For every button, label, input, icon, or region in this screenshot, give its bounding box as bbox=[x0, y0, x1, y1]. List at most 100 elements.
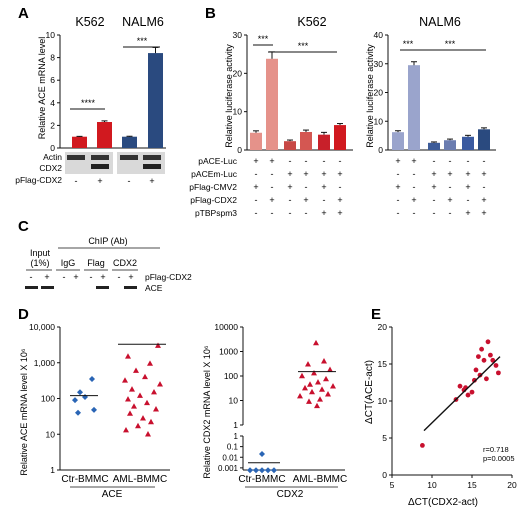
panel-b-row-label-3: pFlag-CMV2 bbox=[189, 182, 237, 192]
panel-d-left-gene: ACE bbox=[102, 489, 123, 500]
panel-a-sign-3: - bbox=[128, 176, 131, 186]
panel-e-point bbox=[465, 392, 471, 398]
panel-b-nalm6-sig-1: *** bbox=[403, 39, 414, 49]
panel-b-nalm6-sign: + bbox=[411, 156, 416, 166]
panel-b: B K562 NALM6 Relative luciferase activit… bbox=[189, 5, 496, 218]
panel-d-letter: D bbox=[18, 306, 29, 323]
panel-d-left-ytick-label: 100 bbox=[41, 394, 55, 404]
panel-e-ytick-label: 10 bbox=[378, 396, 388, 406]
panel-c-sign-7: - bbox=[118, 272, 121, 282]
panel-e-point bbox=[476, 354, 481, 359]
panel-e-point bbox=[485, 339, 491, 345]
panel-c-sign-6: + bbox=[100, 272, 105, 282]
panel-b-nalm6-sign: + bbox=[395, 182, 400, 192]
panel-e-ytick-label: 5 bbox=[382, 433, 387, 443]
panel-b-nalm6-bar-2 bbox=[408, 65, 420, 150]
panel-e-xtick-label: 20 bbox=[507, 480, 517, 490]
panel-e-xlabel: ΔCT(CDX2-act) bbox=[408, 497, 478, 508]
panel-d-left-aml-point bbox=[151, 389, 157, 395]
panel-b-nalm6-sign: + bbox=[431, 182, 436, 192]
panel-b-k562-sign: + bbox=[337, 208, 342, 218]
panel-d-left-ytick-label: 1 bbox=[50, 465, 55, 475]
panel-b-nalm6-bar-5 bbox=[462, 136, 474, 150]
panel-e-points bbox=[420, 339, 501, 448]
panel-e-xtick-label: 5 bbox=[390, 480, 395, 490]
panel-b-nalm6-ytick-label: 0 bbox=[378, 145, 383, 155]
panel-b-nalm6-sign: - bbox=[413, 182, 416, 192]
panel-b-title-nalm6: NALM6 bbox=[419, 15, 461, 29]
panel-e-point bbox=[488, 352, 493, 358]
panel-d-left-aml-point bbox=[145, 431, 151, 437]
panel-b-k562-bar-5 bbox=[318, 134, 330, 150]
panel-d-left-aml-point bbox=[122, 377, 128, 383]
panel-a: A K562 NALM6 Relative ACE mRNA level 0 2 4… bbox=[15, 5, 166, 186]
panel-c-letter: C bbox=[18, 218, 29, 235]
panel-b-k562-sign: - bbox=[289, 156, 292, 166]
panel-b-k562-sign: - bbox=[305, 208, 308, 218]
panel-c-row-label: pFlag-CDX2 bbox=[145, 272, 192, 282]
panel-b-bars bbox=[250, 51, 490, 151]
panel-a-actin-band-2 bbox=[91, 155, 109, 160]
panel-b-nalm6-sign: - bbox=[449, 182, 452, 192]
panel-d-right-aml-point bbox=[311, 370, 317, 376]
panel-d-left-aml-point bbox=[155, 342, 161, 348]
panel-b-nalm6-sign: + bbox=[481, 208, 486, 218]
panel-c-band-flag-plus bbox=[96, 286, 109, 289]
panel-d-right-ytick-label: 10 bbox=[229, 396, 239, 406]
panel-c-sign-4: + bbox=[73, 272, 78, 282]
panel-d-left-ctr-point bbox=[89, 376, 95, 383]
panel-d-right-ctr-point bbox=[247, 467, 253, 474]
panel-d-right-aml-point bbox=[330, 383, 336, 389]
panel-b-nalm6-bar-3 bbox=[428, 142, 440, 150]
panel-d-left-aml-point bbox=[144, 399, 150, 406]
panel-c-band-label: ACE bbox=[145, 283, 163, 293]
panel-a-letter: A bbox=[18, 5, 29, 22]
panel-b-k562-ytick-label: 30 bbox=[233, 30, 243, 40]
panel-b-row-label-5: pTBPspm3 bbox=[195, 208, 237, 218]
panel-b-nalm6-sign: + bbox=[465, 208, 470, 218]
panel-d-left-aml-point bbox=[125, 396, 131, 402]
panel-a-bar-1 bbox=[72, 136, 87, 148]
panel-b-nalm6-sign: + bbox=[465, 182, 470, 192]
panel-b-nalm6-ytick-label: 40 bbox=[374, 30, 384, 40]
panel-d-left-aml-point bbox=[125, 353, 131, 359]
panel-b-nalm6-sign: - bbox=[483, 156, 486, 166]
panel-d-right-aml-point bbox=[314, 402, 320, 409]
panel-e-ytick-label: 20 bbox=[378, 322, 388, 332]
panel-d-right-aml-point bbox=[305, 361, 311, 367]
panel-a-actin-band-1 bbox=[67, 155, 85, 160]
panel-a-blot-actin: Actin bbox=[43, 152, 62, 162]
panel-d-right-aml-point bbox=[315, 379, 321, 385]
panel-d-right-ctr-point bbox=[259, 467, 265, 474]
panel-e-point bbox=[472, 377, 477, 383]
panel-b-k562-sign: + bbox=[269, 195, 274, 205]
panel-a-actin-band-3 bbox=[120, 155, 138, 160]
panel-b-k562-sign: + bbox=[253, 182, 258, 192]
panel-b-nalm6-sign: - bbox=[397, 195, 400, 205]
panel-d-right-ytick-lower-label: 0.1 bbox=[227, 443, 239, 452]
panel-b-nalm6-sign: - bbox=[483, 182, 486, 192]
panel-e-point bbox=[496, 370, 501, 376]
panel-b-nalm6-sign: - bbox=[433, 195, 436, 205]
panel-c: C ChIP (Ab) Input (1%) IgG Flag CDX2 - + -… bbox=[18, 218, 192, 293]
panel-a-cdx2-band-2 bbox=[143, 164, 161, 169]
panel-b-nalm6-sign: + bbox=[447, 169, 452, 179]
panel-d-left-aml-point bbox=[131, 403, 137, 409]
panel-a-blot-cdx2: CDX2 bbox=[39, 163, 62, 173]
panel-d-left-ctr-point bbox=[77, 389, 83, 396]
panel-b-k562-sign: - bbox=[289, 195, 292, 205]
panel-b-nalm6-sign: + bbox=[447, 195, 452, 205]
panel-a-ytick-label: 2 bbox=[50, 120, 55, 130]
panel-b-k562-ytick-label: 0 bbox=[237, 145, 242, 155]
panel-c-sign-1: - bbox=[30, 272, 33, 282]
panel-d-right-ctr-label: Ctr-BMMC bbox=[238, 474, 285, 485]
panel-a-actin-band-4 bbox=[143, 155, 161, 160]
panel-b-k562-sign: - bbox=[271, 208, 274, 218]
panel-b-nalm6-ytick-label: 10 bbox=[374, 116, 384, 126]
panel-c-group-cdx2: CDX2 bbox=[113, 258, 137, 268]
panel-d-left-aml-point bbox=[142, 373, 148, 380]
panel-b-nalm6-sign: - bbox=[433, 208, 436, 218]
panel-a-ytick-label: 8 bbox=[50, 53, 55, 63]
panel-b-k562-sign: + bbox=[303, 195, 308, 205]
panel-a-bar-3 bbox=[122, 136, 137, 148]
